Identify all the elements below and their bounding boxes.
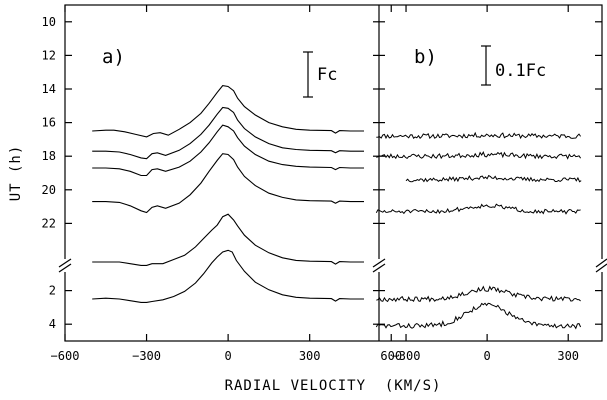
- residual-b-3: [375, 203, 581, 215]
- panel-b-label: b): [414, 46, 437, 68]
- x-axis-title: RADIAL VELOCITY (KM/S): [225, 378, 442, 394]
- axis-break-slash-right-1: [595, 258, 607, 268]
- residual-b-0: [376, 131, 582, 140]
- x-tick-label-b-1: 0: [484, 349, 491, 363]
- panel-b-curves: [375, 131, 582, 330]
- axis-break-gap-mid: [373, 259, 385, 272]
- residual-b-4: [376, 285, 581, 303]
- x-tick-label-a-0: −600: [51, 349, 80, 363]
- y-tick-label-7: 2: [49, 284, 56, 298]
- panel-a-x-ticks: −600 −300 0 300 600: [51, 5, 402, 363]
- profile-a-5: [92, 249, 364, 303]
- x-tick-label-a-2: 0: [224, 349, 231, 363]
- axis-break-gap-left: [59, 259, 71, 272]
- plot-border: [64, 4, 603, 342]
- y-tick-label-2: 14: [42, 82, 56, 96]
- residual-b-1: [376, 151, 582, 160]
- profile-a-0: [92, 85, 364, 138]
- y-tick-label-5: 20: [42, 183, 56, 197]
- axis-break-slash-left-2: [58, 263, 72, 273]
- profile-a-3: [92, 153, 364, 214]
- y-tick-label-8: 4: [49, 317, 56, 331]
- profile-a-2: [92, 124, 364, 177]
- axis-break-gap-right: [596, 259, 607, 272]
- y-tick-label-6: 22: [42, 216, 56, 230]
- axis-break-marks: [58, 258, 607, 273]
- y-tick-label-1: 12: [42, 48, 56, 62]
- panel-a-scale-label: Fc: [317, 65, 337, 85]
- y-tick-label-4: 18: [42, 149, 56, 163]
- profile-a-4: [92, 213, 364, 266]
- y-tick-label-0: 10: [42, 15, 56, 29]
- axis-break-slash-mid-1: [372, 258, 386, 268]
- axis-break-slash-left-1: [58, 258, 72, 268]
- profile-a-1: [92, 106, 364, 160]
- panel-a-curves: [92, 85, 364, 303]
- axis-break-slash-mid-2: [372, 263, 386, 273]
- x-tick-label-b-0: −300: [392, 349, 421, 363]
- residual-b-5: [375, 302, 582, 330]
- x-tick-label-b-2: 300: [557, 349, 579, 363]
- residual-b-2: [405, 174, 582, 183]
- panel-b-scale-label: 0.1Fc: [495, 61, 546, 81]
- panel-a-label: a): [102, 46, 125, 68]
- y-tick-label-3: 16: [42, 116, 56, 130]
- panel-b-x-ticks: −300 0 300: [392, 5, 579, 363]
- x-tick-label-a-1: −300: [132, 349, 161, 363]
- x-tick-label-a-3: 300: [299, 349, 321, 363]
- x-tick-label-a-4: 600: [380, 349, 402, 363]
- plot-frame: [64, 4, 603, 342]
- axis-break-slash-right-2: [595, 263, 607, 273]
- y-axis-title: UT (h): [8, 145, 24, 202]
